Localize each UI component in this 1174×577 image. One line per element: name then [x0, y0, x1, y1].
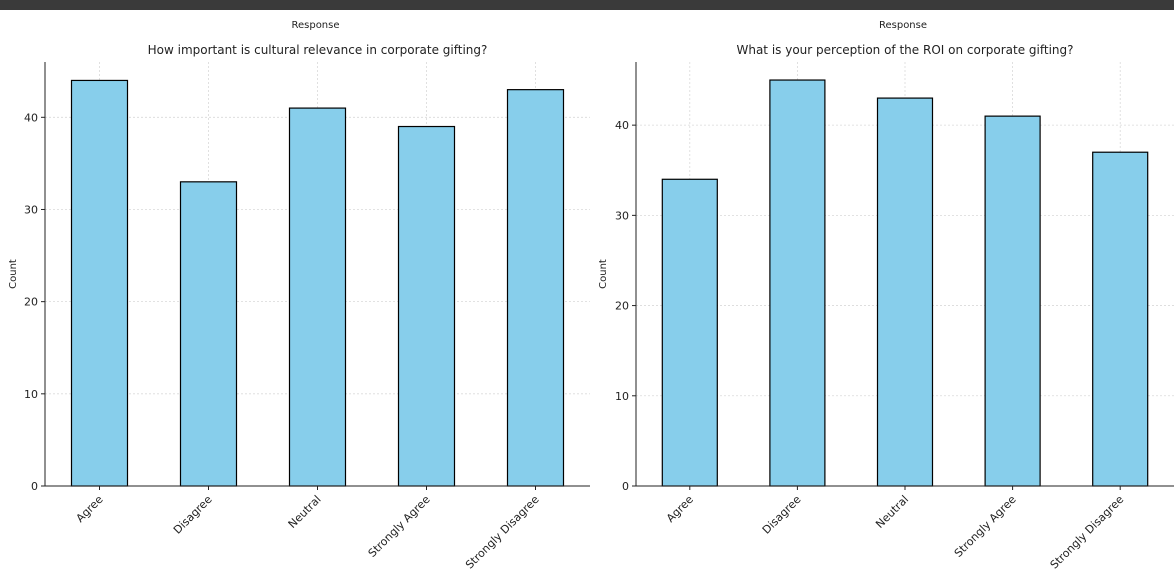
- y-tick-label: 0: [622, 480, 629, 493]
- bar-disagree: [179, 181, 238, 487]
- y-axis-label: Count: [598, 259, 609, 289]
- bar-neutral: [876, 97, 934, 487]
- x-tick-label: Strongly Agree: [366, 493, 433, 560]
- top-bar: [0, 0, 1174, 10]
- x-tick-label: Neutral: [873, 493, 911, 531]
- y-axis-label: Count: [8, 259, 19, 289]
- bar-strongly-disagree: [1092, 151, 1149, 487]
- y-tick-label: 10: [615, 390, 629, 403]
- y-tick-label: 10: [24, 388, 38, 401]
- bar-neutral: [288, 107, 347, 487]
- chart-title: How important is cultural relevance in c…: [148, 43, 488, 57]
- y-tick-label: 40: [615, 119, 629, 132]
- x-tick-label: Agree: [664, 493, 696, 525]
- super-label: Response: [291, 20, 339, 31]
- y-tick-label: 40: [24, 111, 38, 124]
- y-tick-label: 20: [615, 300, 629, 313]
- y-tick-label: 30: [24, 203, 38, 216]
- bar-agree: [661, 178, 718, 487]
- x-tick-label: Strongly Disagree: [1048, 493, 1127, 572]
- chart-cultural-relevance: 0 10 20 30 40 Agree Disagree Neutral Strongly Ag…: [8, 20, 590, 572]
- chart-roi-perception: 0 10 20 30 40 Agree Disagree Neutral Strongly Ag…: [598, 20, 1174, 572]
- x-tick-label: Strongly Agree: [952, 493, 1019, 560]
- x-tick-label: Strongly Disagree: [463, 493, 542, 572]
- x-tick-label: Disagree: [171, 493, 215, 537]
- bar-agree: [70, 79, 129, 487]
- bar-strongly-agree: [984, 115, 1041, 487]
- y-tick-label: 30: [615, 209, 629, 222]
- chart-title: What is your perception of the ROI on co…: [736, 43, 1073, 57]
- bar-strongly-disagree: [506, 89, 565, 487]
- x-tick-label: Agree: [74, 493, 106, 525]
- x-tick-label: Disagree: [760, 493, 804, 537]
- super-label: Response: [879, 20, 927, 31]
- bar-strongly-agree: [397, 125, 456, 487]
- y-tick-label: 20: [24, 296, 38, 309]
- x-tick-label: Neutral: [286, 493, 324, 531]
- bar-disagree: [769, 79, 826, 487]
- y-tick-label: 0: [31, 480, 38, 493]
